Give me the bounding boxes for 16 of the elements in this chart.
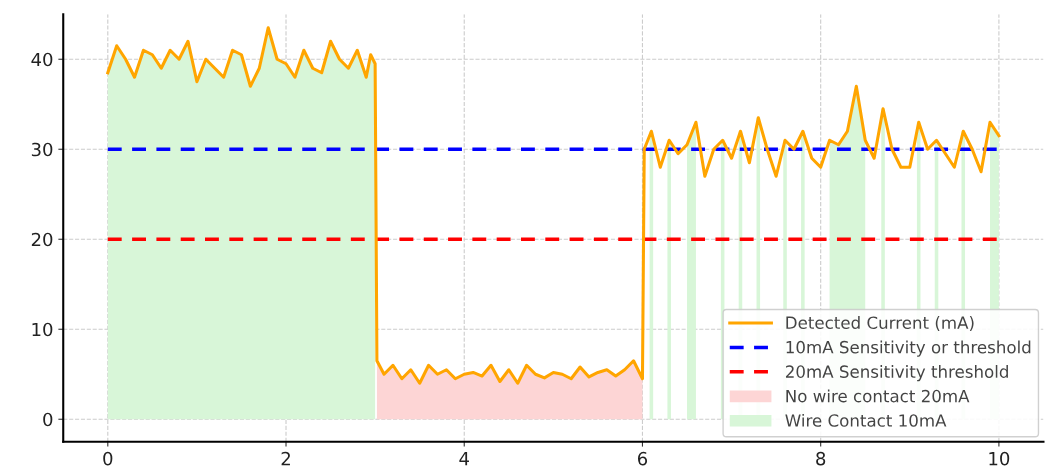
legend-label: No wire contact 20mA bbox=[786, 389, 970, 403]
x-tick-label: 2 bbox=[281, 451, 290, 466]
y-tick-label: 0 bbox=[43, 412, 53, 427]
y-tick-label: 30 bbox=[31, 142, 53, 157]
y-tick-label: 10 bbox=[32, 322, 53, 337]
x-tick-label: 4 bbox=[459, 452, 469, 466]
x-tick-label: 6 bbox=[637, 451, 648, 466]
y-tick-label: 40 bbox=[31, 52, 53, 67]
legend-label: 10mA Sensitivity or threshold bbox=[786, 340, 1031, 357]
y-tick-label: 20 bbox=[31, 232, 53, 247]
legend-label: Detected Current (mA) bbox=[786, 316, 974, 331]
x-tick-label: 0 bbox=[103, 451, 113, 466]
x-tick-label: 8 bbox=[816, 451, 826, 466]
legend-label: 20mA Sensitivity threshold bbox=[785, 365, 1008, 382]
x-tick-label: 10 bbox=[989, 451, 1010, 466]
legend-label: Wire Contact 10mA bbox=[785, 413, 947, 427]
